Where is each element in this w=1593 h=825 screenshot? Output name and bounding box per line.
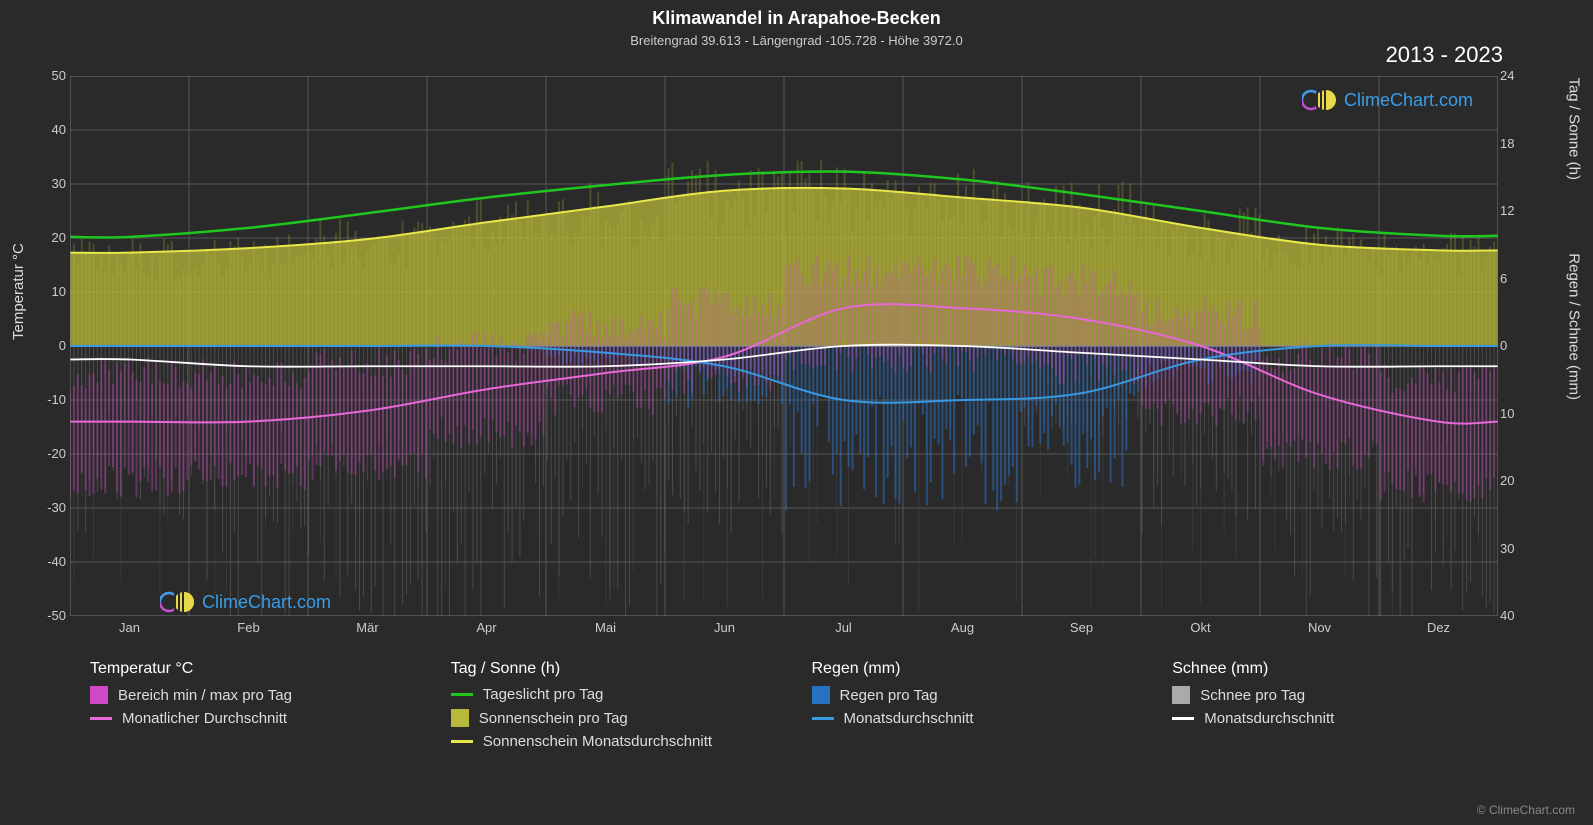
legend-item: Regen pro Tag: [812, 686, 1143, 704]
watermark-top: ClimeChart.com: [1302, 88, 1473, 112]
x-tick-month: Mär: [356, 620, 378, 635]
y-tick-left: 0: [38, 338, 66, 353]
y-axis-right-bottom-label: Regen / Schnee (mm): [1566, 253, 1583, 400]
x-tick-month: Nov: [1308, 620, 1331, 635]
legend-item: Sonnenschein pro Tag: [451, 709, 782, 727]
chart-subtitle: Breitengrad 39.613 - Längengrad -105.728…: [0, 29, 1593, 48]
legend-label: Schnee pro Tag: [1200, 687, 1305, 704]
y-tick-left: -10: [38, 392, 66, 407]
x-tick-month: Dez: [1427, 620, 1450, 635]
legend-head-temp: Temperatur °C: [90, 660, 421, 678]
legend-col-sun: Tag / Sonne (h) Tageslicht pro Tag Sonnen…: [451, 660, 782, 756]
legend-item: Monatsdurchschnitt: [812, 710, 1143, 727]
y-tick-right: 40: [1500, 608, 1528, 623]
legend-item: Bereich min / max pro Tag: [90, 686, 421, 704]
legend-item: Monatlicher Durchschnitt: [90, 710, 421, 727]
legend-swatch: [1172, 717, 1194, 720]
y-tick-left: -20: [38, 446, 66, 461]
legend: Temperatur °C Bereich min / max pro Tag M…: [90, 660, 1503, 756]
y-tick-right: 30: [1500, 541, 1528, 556]
x-tick-month: Jan: [119, 620, 140, 635]
y-tick-left: -50: [38, 608, 66, 623]
y-tick-left: 30: [38, 176, 66, 191]
watermark-bottom: ClimeChart.com: [160, 590, 331, 614]
legend-label: Tageslicht pro Tag: [483, 686, 604, 703]
y-tick-left: 20: [38, 230, 66, 245]
x-tick-month: Aug: [951, 620, 974, 635]
legend-swatch: [90, 686, 108, 704]
chart-title: Klimawandel in Arapahoe-Becken: [0, 0, 1593, 29]
y-tick-left: 40: [38, 122, 66, 137]
year-range-label: 2013 - 2023: [1386, 42, 1503, 68]
x-tick-month: Jul: [835, 620, 852, 635]
legend-item: Tageslicht pro Tag: [451, 686, 782, 703]
legend-item: Monatsdurchschnitt: [1172, 710, 1503, 727]
legend-swatch: [90, 717, 112, 720]
legend-swatch: [1172, 686, 1190, 704]
legend-swatch: [812, 686, 830, 704]
legend-label: Monatlicher Durchschnitt: [122, 710, 287, 727]
x-tick-month: Feb: [237, 620, 259, 635]
y-tick-right: 20: [1500, 473, 1528, 488]
legend-col-rain: Regen (mm) Regen pro Tag Monatsdurchschni…: [812, 660, 1143, 756]
legend-swatch: [812, 717, 834, 720]
y-tick-right: 0: [1500, 338, 1528, 353]
y-tick-right: 18: [1500, 136, 1528, 151]
x-tick-month: Sep: [1070, 620, 1093, 635]
x-tick-month: Okt: [1190, 620, 1210, 635]
legend-col-temp: Temperatur °C Bereich min / max pro Tag M…: [90, 660, 421, 756]
y-tick-left: -40: [38, 554, 66, 569]
legend-label: Sonnenschein pro Tag: [479, 710, 628, 727]
y-tick-left: -30: [38, 500, 66, 515]
x-tick-month: Mai: [595, 620, 616, 635]
y-tick-right: 24: [1500, 68, 1528, 83]
y-axis-left-label: Temperatur °C: [10, 243, 27, 340]
legend-label: Sonnenschein Monatsdurchschnitt: [483, 733, 712, 750]
legend-item: Sonnenschein Monatsdurchschnitt: [451, 733, 782, 750]
watermark-text: ClimeChart.com: [202, 592, 331, 613]
legend-swatch: [451, 740, 473, 743]
legend-swatch: [451, 709, 469, 727]
legend-label: Regen pro Tag: [840, 687, 938, 704]
legend-col-snow: Schnee (mm) Schnee pro Tag Monatsdurchsch…: [1172, 660, 1503, 756]
legend-label: Monatsdurchschnitt: [1204, 710, 1334, 727]
legend-item: Schnee pro Tag: [1172, 686, 1503, 704]
x-tick-month: Apr: [476, 620, 496, 635]
x-tick-month: Jun: [714, 620, 735, 635]
copyright-text: © ClimeChart.com: [1477, 803, 1575, 817]
legend-label: Bereich min / max pro Tag: [118, 687, 292, 704]
legend-head-sun: Tag / Sonne (h): [451, 660, 782, 678]
legend-label: Monatsdurchschnitt: [844, 710, 974, 727]
watermark-text: ClimeChart.com: [1344, 90, 1473, 111]
y-axis-right-top-label: Tag / Sonne (h): [1566, 77, 1583, 180]
legend-head-rain: Regen (mm): [812, 660, 1143, 678]
y-tick-right: 10: [1500, 406, 1528, 421]
y-tick-left: 10: [38, 284, 66, 299]
y-tick-right: 6: [1500, 271, 1528, 286]
legend-head-snow: Schnee (mm): [1172, 660, 1503, 678]
y-tick-right: 12: [1500, 203, 1528, 218]
legend-swatch: [451, 693, 473, 696]
chart-plot-area: [70, 76, 1498, 616]
y-tick-left: 50: [38, 68, 66, 83]
